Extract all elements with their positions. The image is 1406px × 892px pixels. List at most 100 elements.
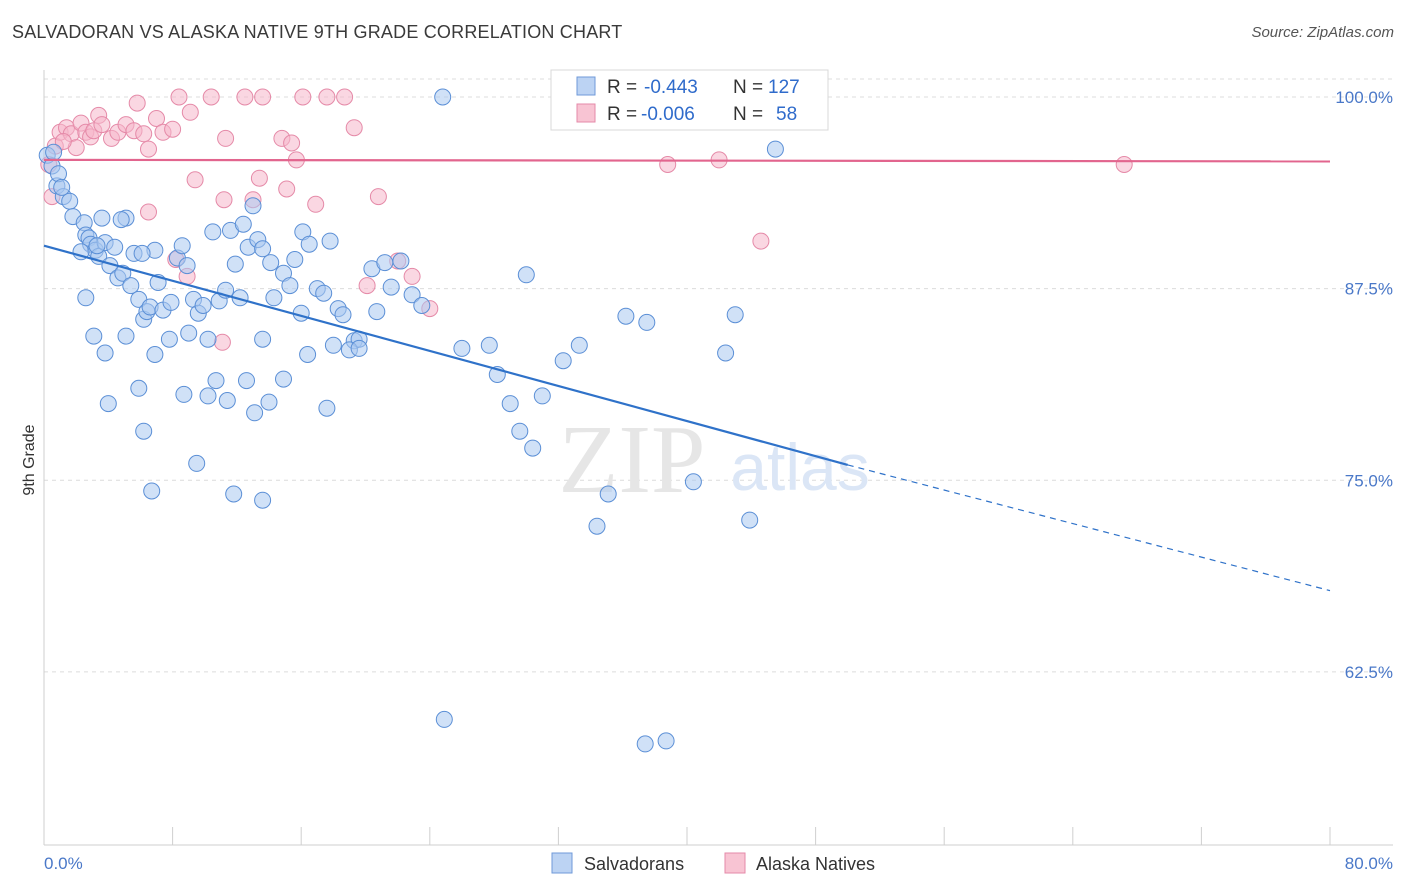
alaska-native-point	[93, 116, 111, 134]
salvadoran-point	[143, 482, 161, 500]
salvadoran-point	[636, 735, 654, 753]
salvadoran-point	[554, 352, 572, 370]
alaska-native-point	[358, 277, 376, 295]
salvadoran-point	[334, 306, 352, 324]
alaska-native-point	[752, 232, 770, 250]
legend-swatch-alaska-natives	[576, 103, 596, 123]
y-tick-label: 87.5%	[1345, 280, 1393, 299]
salvadoran-point	[135, 422, 153, 440]
salvadoran-point	[199, 330, 217, 348]
alaska-native-point	[659, 156, 677, 173]
legend-n-value-1: 127	[768, 77, 800, 98]
salvadoran-point	[45, 143, 63, 161]
top-legend-box	[550, 69, 829, 131]
salvadoran-point	[617, 307, 635, 325]
alaska-native-point	[54, 133, 72, 150]
salvadoran-point	[684, 473, 702, 491]
alaska-native-point	[278, 180, 296, 198]
salvadoran-point	[265, 289, 283, 307]
alaska-native-point	[128, 94, 146, 112]
y-tick-label: 62.5%	[1345, 663, 1393, 682]
chart-title: SALVADORAN VS ALASKA NATIVE 9TH GRADE CO…	[12, 22, 623, 42]
salvadoran-point	[122, 277, 140, 295]
salvadoran-point	[262, 254, 280, 272]
watermark-atlas: atlas	[730, 430, 869, 504]
salvadoran-point	[382, 278, 400, 296]
alaska-native-point	[164, 120, 182, 138]
salvadoran-point	[511, 422, 529, 440]
alaska-native-point	[336, 88, 354, 106]
alaska-native-point	[254, 88, 272, 106]
salvadoran-point	[533, 387, 551, 405]
salvadoran-point	[188, 454, 206, 472]
salvadoran-point	[180, 324, 198, 342]
top-legend: R = -0.443 N = 127 R = -0.006 N = 58	[550, 69, 829, 131]
salvadoran-point	[133, 244, 151, 262]
salvadoran-point	[204, 223, 222, 241]
y-tick-label: 75.0%	[1345, 471, 1393, 490]
salvadoran-point	[218, 392, 236, 409]
salvadoran-point	[741, 511, 759, 529]
alaska-native-point	[283, 134, 301, 152]
salvadoran-point	[524, 439, 542, 457]
bottom-legend: Salvadorans Alaska Natives	[551, 852, 875, 874]
legend-r-value-1: -0.443	[644, 77, 698, 98]
salvadoran-trend-line	[43, 244, 849, 466]
salvadoran-point	[638, 313, 656, 331]
salvadoran-point	[588, 517, 606, 535]
salvadoran-point	[99, 395, 117, 413]
salvadoran-point	[225, 485, 243, 503]
salvadoran-point	[517, 266, 535, 284]
legend-r-value-2: -0.006	[641, 104, 695, 125]
salvadoran-point	[106, 238, 124, 256]
legend-swatch-salvadorans	[576, 76, 596, 96]
alaska-native-point	[202, 88, 220, 106]
y-axis-label: 9th Grade	[21, 424, 38, 495]
salvadoran-point	[93, 209, 111, 227]
alaska-native-point	[1115, 156, 1133, 173]
legend-n-label-2: N =	[733, 104, 763, 125]
salvadoran-point	[318, 399, 336, 417]
alaska-native-point	[403, 267, 421, 285]
salvadoran-point	[260, 393, 278, 411]
alaska-native-point	[135, 125, 153, 143]
salvadoran-point	[53, 178, 71, 196]
salvadoran-point	[657, 732, 675, 750]
alaska-native-point	[140, 140, 157, 158]
alaska-native-trend-line	[43, 158, 1331, 163]
salvadoran-point	[435, 710, 453, 728]
salvadoran-point	[162, 293, 180, 311]
legend-n-label-1: N =	[733, 77, 763, 98]
x-tick-label-min: 0.0%	[44, 854, 83, 873]
salvadoran-point	[226, 255, 244, 273]
salvadoran-point	[453, 339, 471, 357]
salvadoran-point	[300, 235, 318, 253]
salvadoran-point	[480, 336, 498, 354]
salvadoran-point	[61, 192, 79, 210]
salvadoran-point	[175, 385, 193, 403]
salvadoran-trend-extension	[847, 464, 1331, 592]
alaska-native-point	[345, 119, 363, 137]
salvadoran-point	[88, 237, 106, 255]
alaska-native-point	[318, 88, 336, 106]
salvadoran-point	[130, 379, 148, 397]
alaska-native-point	[148, 110, 165, 127]
trend-layer	[43, 158, 1331, 592]
salvadoran-point	[717, 344, 735, 362]
salvadoran-point	[178, 257, 196, 275]
alaska-native-point	[369, 188, 387, 206]
salvadoran-point	[315, 284, 333, 302]
salvadoran-point	[403, 286, 421, 304]
salvadoran-point	[146, 346, 164, 363]
alaska-native-point	[213, 333, 231, 351]
y-tick-label: 100.0%	[1335, 88, 1393, 107]
alaska-native-point	[307, 195, 325, 213]
bottom-legend-label-alaska-natives: Alaska Natives	[756, 854, 875, 874]
salvadoran-point	[254, 491, 272, 509]
salvadoran-point	[368, 303, 386, 321]
salvadoran-point	[117, 327, 135, 345]
axis-layer	[43, 70, 1393, 846]
salvadoran-point	[299, 346, 317, 363]
watermark-zip: ZIP	[559, 406, 706, 514]
